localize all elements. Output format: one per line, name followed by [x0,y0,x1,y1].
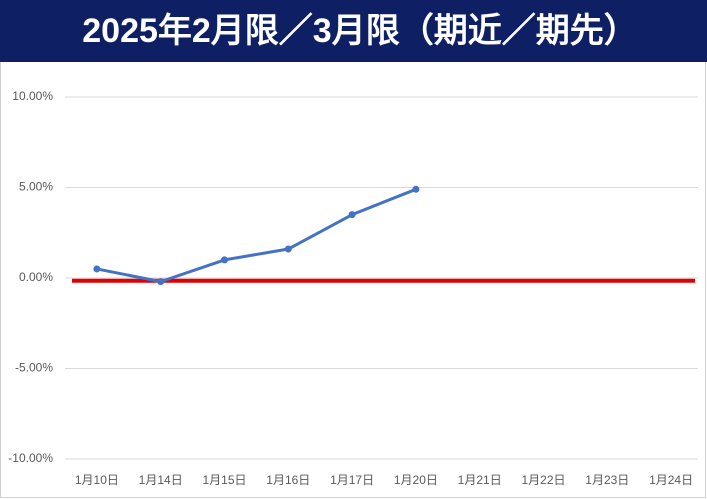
x-tick-label: 1月10日 [75,473,119,487]
line-series [96,187,417,284]
y-tick-label: -5.00% [15,361,53,375]
x-tick-label: 1月16日 [266,473,310,487]
data-point [157,278,165,286]
y-tick-label: 5.00% [19,180,53,194]
x-tick-label: 1月21日 [458,473,502,487]
data-point [221,256,228,264]
data-point [412,185,420,193]
data-point [93,265,101,273]
x-tick-label: 1月20日 [394,473,438,487]
x-tick-label: 1月22日 [521,473,565,487]
title-bar [0,0,707,62]
y-tick-label: 10.00% [12,89,53,103]
y-tick-label: -10.00% [8,451,53,465]
chart-title: 2025年2月限／3月限（期近／期先） [82,11,637,50]
x-tick-label: 1月17日 [330,473,374,487]
x-tick-label: 1月24日 [649,473,693,487]
x-tick-label: 1月23日 [585,473,629,487]
x-tick-label: 1月14日 [139,473,183,487]
data-point [284,245,292,253]
data-point [348,211,356,219]
y-tick-label: 0.00% [19,270,53,284]
x-tick-label: 1月15日 [202,473,246,487]
